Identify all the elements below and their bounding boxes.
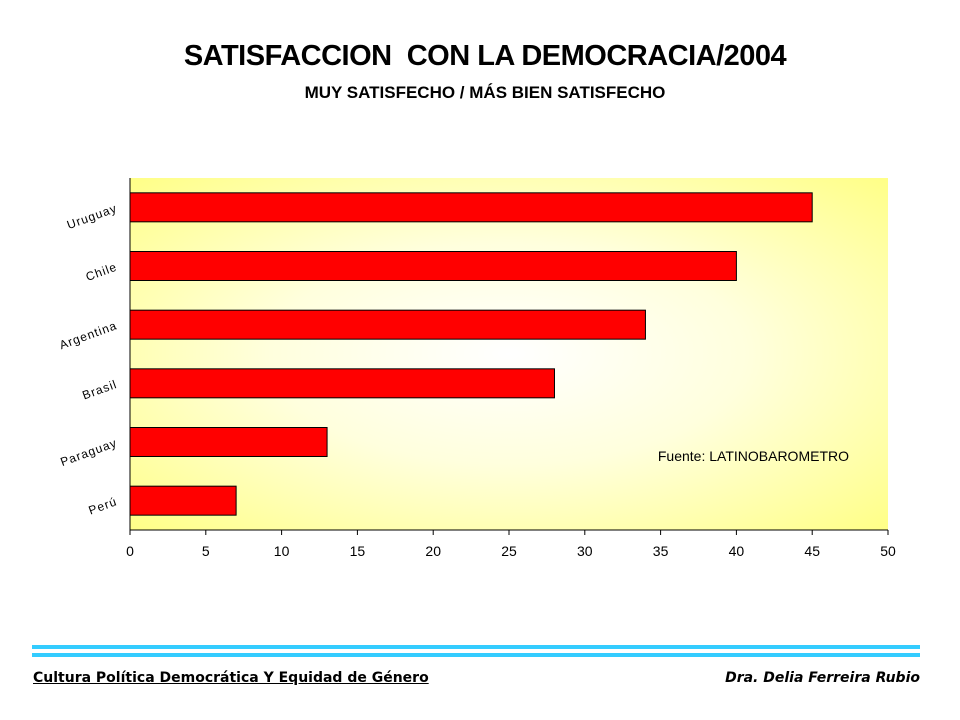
bar-perú xyxy=(129,485,237,516)
x-tick-label: 20 xyxy=(425,543,441,559)
plot-area xyxy=(130,178,888,530)
bar-uruguay xyxy=(129,192,813,223)
footer-rule-bottom xyxy=(32,653,920,657)
y-tick-label: Brasil xyxy=(80,377,119,402)
y-tick-label: Uruguay xyxy=(65,201,119,232)
x-tick-label: 10 xyxy=(274,543,290,559)
x-tick-label: 45 xyxy=(804,543,820,559)
y-tick-label: Perú xyxy=(87,494,119,517)
footer-author: Dra. Delia Ferreira Rubio xyxy=(725,670,920,686)
bar-argentina xyxy=(129,309,646,340)
bar-chile xyxy=(129,251,737,281)
footer-course-title: Cultura Política Democrática Y Equidad d… xyxy=(33,670,429,686)
bar-brasil xyxy=(129,368,555,399)
x-tick-label: 40 xyxy=(729,543,745,559)
x-tick-label: 30 xyxy=(577,543,593,559)
bar-chart: Uruguay Chile Argentina Brasil Paraguay Perú 0… xyxy=(58,178,896,559)
x-tick-label: 25 xyxy=(501,543,517,559)
x-tick-label: 15 xyxy=(350,543,366,559)
chart-title: SATISFACCION CON LA DEMOCRACIA/2004 xyxy=(183,40,787,72)
footer-rule-top xyxy=(32,645,920,649)
x-tick-label: 35 xyxy=(653,543,669,559)
source-annotation: Fuente: LATINOBAROMETRO xyxy=(658,448,849,464)
x-tick-label: 50 xyxy=(880,543,896,559)
bar-paraguay xyxy=(129,427,328,457)
y-tick-label: Paraguay xyxy=(58,436,119,469)
x-tick-label: 5 xyxy=(202,543,210,559)
x-tick-label: 0 xyxy=(126,543,134,559)
chart-subtitle: MUY SATISFECHO / MÁS BIEN SATISFECHO xyxy=(304,83,666,102)
y-tick-label: Chile xyxy=(84,260,119,284)
y-tick-label: Argentina xyxy=(58,318,120,352)
